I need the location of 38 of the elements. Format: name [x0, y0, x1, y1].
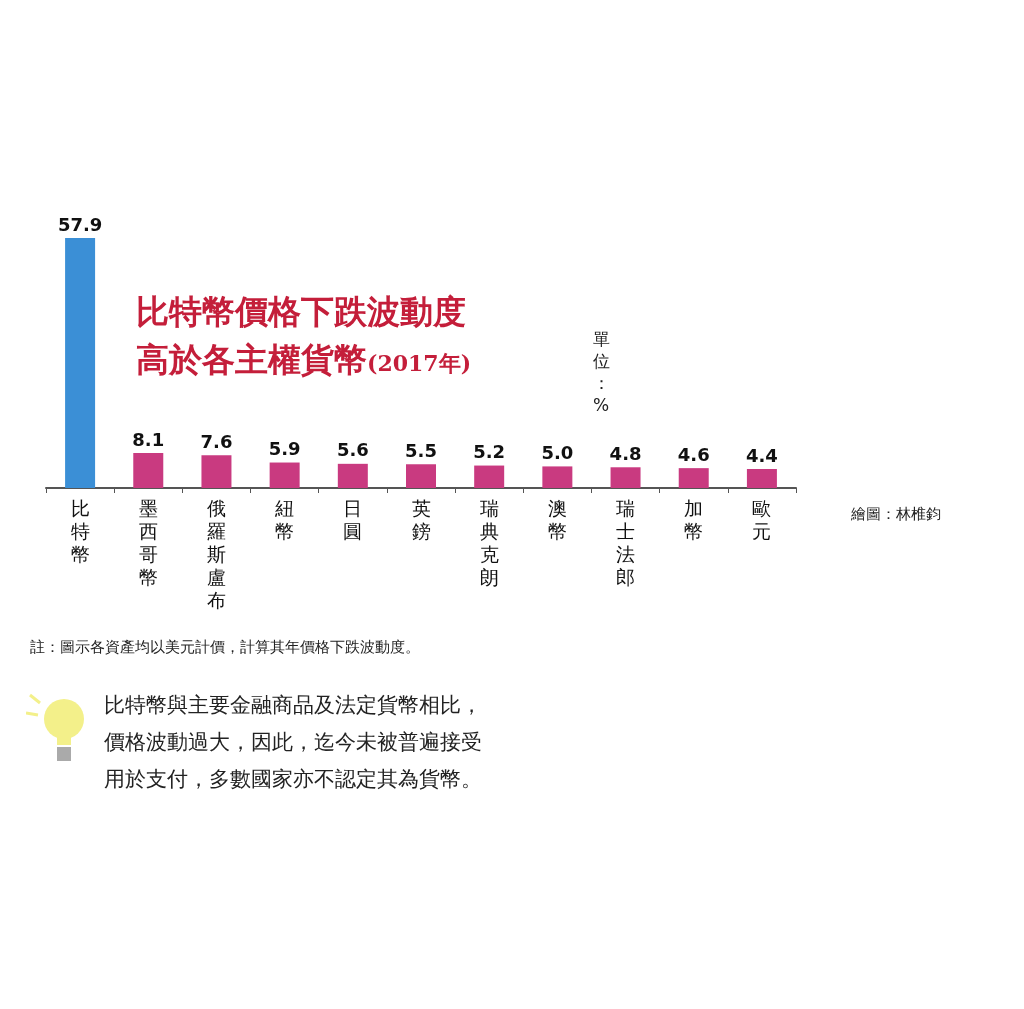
- bar: [542, 466, 573, 488]
- y-axis-title: 單位：%: [593, 329, 610, 415]
- text: 比特幣與主要金融商品及法定貨幣相比，價格波動過大，因此，迄今未被普遍接受用於支付，多數國家亦不認定其為貨幣。: [104, 692, 483, 793]
- x-tick-label: 加幣: [684, 496, 704, 542]
- data-label: 5.0: [541, 441, 574, 463]
- x-tick-label: 墨西哥幣: [138, 496, 158, 588]
- bar: [133, 453, 164, 488]
- data-label: 8.1: [132, 428, 165, 450]
- data-label: 57.9: [57, 213, 103, 235]
- x-tick-label: 比特幣: [70, 496, 90, 565]
- x-tick-label: 日圓: [343, 496, 363, 542]
- x-tick-label: 瑞士法郎: [616, 496, 636, 588]
- data-label: 4.8: [609, 442, 642, 464]
- data-label: 5.5: [405, 439, 437, 461]
- bar: [610, 467, 641, 488]
- bar: [269, 462, 300, 488]
- bar: [474, 465, 505, 488]
- bar: [65, 238, 96, 488]
- x-tick-label: 俄羅斯盧布: [206, 496, 226, 611]
- text: 註：圖示各資產均以美元計價，計算其年價格下跌波動度。: [30, 638, 421, 657]
- x-tick-label: 紐幣: [274, 496, 295, 542]
- bar: [746, 469, 777, 488]
- data-label: 7.6: [200, 430, 233, 452]
- x-tick-label: 歐元: [752, 496, 772, 542]
- data-label: 5.9: [268, 438, 301, 460]
- x-tick-label: 英鎊: [411, 496, 431, 542]
- data-label: 5.6: [336, 439, 369, 461]
- text: 比特幣價格下跌波動度高於各主權貨幣(2017年): [136, 292, 472, 379]
- data-label: 4.6: [677, 443, 710, 465]
- text: 繪圖：林椎鈞: [850, 504, 941, 523]
- bar: [337, 463, 368, 488]
- data-label: 5.2: [473, 441, 506, 463]
- bar: [406, 464, 436, 488]
- bar: [678, 468, 709, 488]
- x-tick-label: 瑞典克朗: [479, 496, 499, 588]
- data-label: 4.4: [745, 444, 778, 466]
- bar: [201, 455, 232, 488]
- x-tick-label: 澳幣: [547, 496, 567, 542]
